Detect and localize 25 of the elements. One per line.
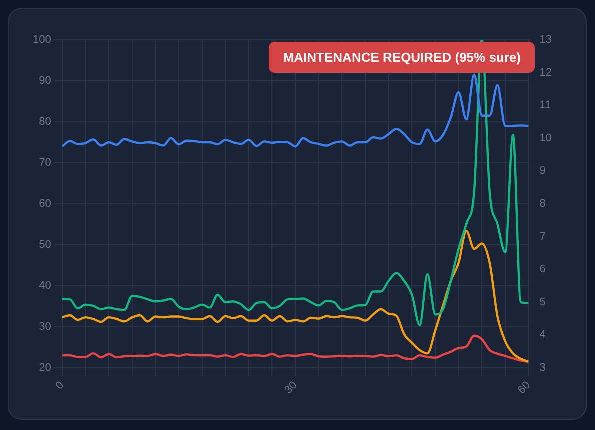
y2-tick-label: 6: [540, 264, 546, 276]
y2-tick-label: 10: [540, 132, 552, 144]
y2-tick-label: 12: [540, 66, 552, 79]
y2-tick-label: 5: [540, 296, 546, 308]
x-tick-label: 30: [282, 379, 300, 397]
x-tick-label: 60: [516, 379, 534, 397]
y-tick-label: 70: [39, 157, 52, 170]
y2-tick-label: 9: [540, 165, 546, 178]
y-tick-label: 50: [39, 239, 52, 252]
y-tick-label: 20: [39, 362, 52, 374]
y2-tick-label: 7: [540, 230, 546, 243]
y-tick-label: 60: [39, 198, 52, 210]
line-series: [62, 334, 529, 364]
y2-tick-label: 4: [540, 329, 546, 342]
y2-tick-label: 13: [540, 34, 552, 46]
y-tick-label: 80: [39, 116, 52, 128]
y-tick-label: 30: [39, 321, 52, 334]
annotation: MAINTENANCE REQUIRED (95% sure): [269, 42, 535, 73]
x-tick-label: 0: [54, 379, 67, 392]
y2-tick-label: 11: [540, 100, 552, 112]
y2-tick-label: 8: [540, 198, 546, 210]
y2-tick-label: 3: [540, 362, 546, 374]
y-tick-label: 40: [39, 280, 52, 292]
y-tick-label: 90: [39, 75, 52, 88]
y-tick-label: 100: [32, 34, 52, 46]
